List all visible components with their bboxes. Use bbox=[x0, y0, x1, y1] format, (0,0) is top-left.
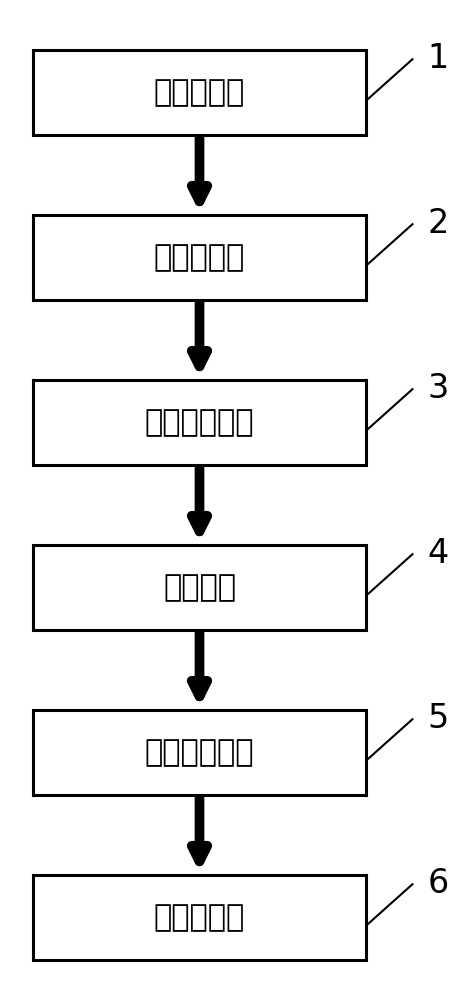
Bar bbox=[33, 50, 366, 135]
Bar bbox=[33, 215, 366, 300]
Text: 1: 1 bbox=[428, 42, 449, 75]
Text: 锗片腐蚀: 锗片腐蚀 bbox=[163, 573, 236, 602]
Text: 锗片淋洗吹干: 锗片淋洗吹干 bbox=[145, 738, 254, 767]
Text: 4: 4 bbox=[428, 537, 449, 570]
Text: 3: 3 bbox=[428, 372, 449, 405]
Bar bbox=[33, 710, 366, 795]
Bar bbox=[33, 545, 366, 630]
Bar bbox=[33, 875, 366, 960]
Text: 6: 6 bbox=[428, 867, 449, 900]
Text: 5: 5 bbox=[428, 702, 449, 735]
Text: 2: 2 bbox=[428, 207, 449, 240]
Bar bbox=[33, 380, 366, 465]
Text: 腐蚀片观察: 腐蚀片观察 bbox=[154, 903, 245, 932]
Text: 加热腐蚀液: 加热腐蚀液 bbox=[154, 243, 245, 272]
Text: 锗片表面清洗: 锗片表面清洗 bbox=[145, 408, 254, 437]
Text: 配置腐蚀液: 配置腐蚀液 bbox=[154, 78, 245, 107]
